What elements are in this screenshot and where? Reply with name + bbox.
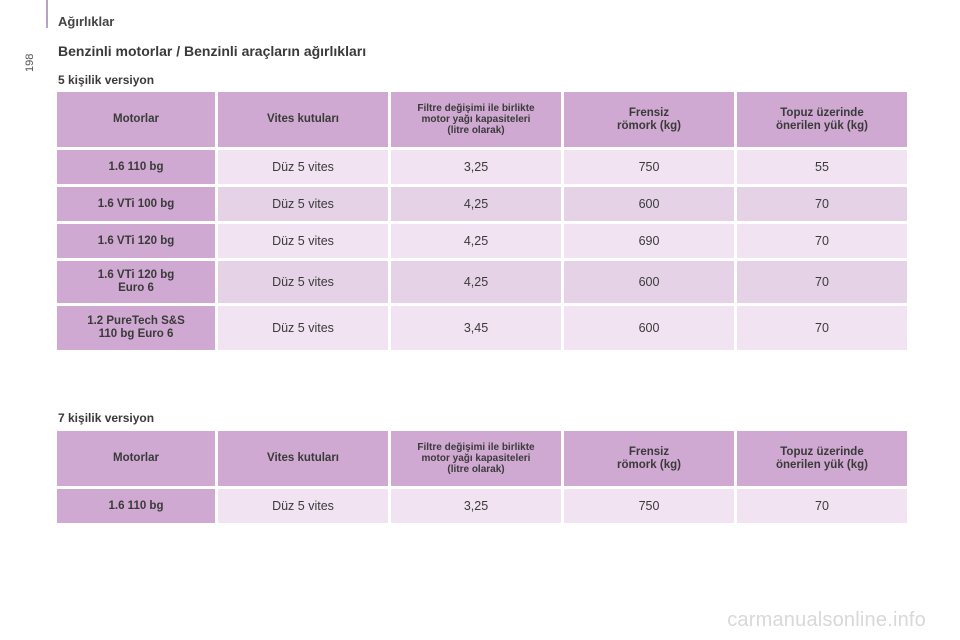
page-number: 198 xyxy=(24,53,36,72)
braked-cell: 750 xyxy=(564,150,734,184)
braked-cell: 690 xyxy=(564,224,734,258)
col-engine: Motorlar xyxy=(57,431,215,486)
col-nose-line-1: Topuz üzerinde xyxy=(780,445,864,458)
nose-cell: 70 xyxy=(737,489,907,523)
gearbox-cell: Düz 5 vites xyxy=(218,261,388,303)
gearbox-cell: Düz 5 vites xyxy=(218,187,388,221)
col-oil-capacity: Filtre değişimi ile birlikte motor yağı … xyxy=(391,92,561,147)
gearbox-cell: Düz 5 vites xyxy=(218,306,388,350)
section-marker xyxy=(46,0,48,28)
col-oil-line-2: motor yağı kapasiteleri xyxy=(421,453,531,464)
engine-cell: 1.2 PureTech S&S 110 bg Euro 6 xyxy=(57,306,215,350)
oil-cell: 3,25 xyxy=(391,150,561,184)
nose-cell: 70 xyxy=(737,261,907,303)
table-7-heading: 7 kişilik versiyon xyxy=(58,411,155,425)
table-5-heading: 5 kişilik versiyon xyxy=(58,73,155,87)
nose-cell: 70 xyxy=(737,224,907,258)
braked-cell: 600 xyxy=(564,187,734,221)
braked-cell: 600 xyxy=(564,306,734,350)
col-brake-line-1: Frensiz xyxy=(628,106,670,119)
col-unbraked-trailer: Frensiz römork (kg) xyxy=(564,431,734,486)
col-oil-capacity: Filtre değişimi ile birlikte motor yağı … xyxy=(391,431,561,486)
col-brake-line-2: römork (kg) xyxy=(617,458,681,471)
watermark: carmanualsonline.info xyxy=(727,609,926,631)
col-brake-line-1: Frensiz xyxy=(628,445,670,458)
page-title: Benzinli motorlar / Benzinli araçların a… xyxy=(58,43,367,59)
col-oil-line-1: Filtre değişimi ile birlikte xyxy=(417,442,535,453)
col-oil-line-2: motor yağı kapasiteleri xyxy=(421,114,531,125)
oil-cell: 3,45 xyxy=(391,306,561,350)
engine-cell: 1.6 VTi 120 bg xyxy=(57,224,215,258)
col-oil-line-3: (litre olarak) xyxy=(447,464,505,475)
table-row: 1.6 VTi 120 bg Euro 6 Düz 5 vites 4,25 60… xyxy=(57,261,907,303)
col-gearbox: Vites kutuları xyxy=(218,431,388,486)
col-nose-weight: Topuz üzerinde önerilen yük (kg) xyxy=(737,431,907,486)
nose-cell: 70 xyxy=(737,306,907,350)
table-header-row: Motorlar Vites kutuları Filtre değişimi … xyxy=(57,431,907,486)
engine-cell: 1.6 110 bg xyxy=(57,150,215,184)
col-oil-line-1: Filtre değişimi ile birlikte xyxy=(417,103,535,114)
table-row: 1.6 110 bg Düz 5 vites 3,25 750 55 xyxy=(57,150,907,184)
weights-table-5-seat: Motorlar Vites kutuları Filtre değişimi … xyxy=(54,89,910,353)
col-engine: Motorlar xyxy=(57,92,215,147)
col-brake-line-2: römork (kg) xyxy=(617,119,681,132)
gearbox-cell: Düz 5 vites xyxy=(218,224,388,258)
table-row: 1.6 110 bg Düz 5 vites 3,25 750 70 xyxy=(57,489,907,523)
engine-cell: 1.6 VTi 120 bg Euro 6 xyxy=(57,261,215,303)
engine-cell: 1.6 110 bg xyxy=(57,489,215,523)
col-nose-weight: Topuz üzerinde önerilen yük (kg) xyxy=(737,92,907,147)
col-unbraked-trailer: Frensiz römork (kg) xyxy=(564,92,734,147)
col-oil-line-3: (litre olarak) xyxy=(447,125,505,136)
nose-cell: 55 xyxy=(737,150,907,184)
section-title: Ağırlıklar xyxy=(58,14,115,29)
weights-table-7-seat: Motorlar Vites kutuları Filtre değişimi … xyxy=(54,428,910,526)
col-nose-line-1: Topuz üzerinde xyxy=(780,106,864,119)
table-row: 1.2 PureTech S&S 110 bg Euro 6 Düz 5 vite… xyxy=(57,306,907,350)
col-nose-line-2: önerilen yük (kg) xyxy=(775,458,869,471)
oil-cell: 4,25 xyxy=(391,187,561,221)
oil-cell: 4,25 xyxy=(391,261,561,303)
table-header-row: Motorlar Vites kutuları Filtre değişimi … xyxy=(57,92,907,147)
braked-cell: 750 xyxy=(564,489,734,523)
table-row: 1.6 VTi 120 bg Düz 5 vites 4,25 690 70 xyxy=(57,224,907,258)
oil-cell: 4,25 xyxy=(391,224,561,258)
col-gearbox: Vites kutuları xyxy=(218,92,388,147)
gearbox-cell: Düz 5 vites xyxy=(218,489,388,523)
oil-cell: 3,25 xyxy=(391,489,561,523)
braked-cell: 600 xyxy=(564,261,734,303)
gearbox-cell: Düz 5 vites xyxy=(218,150,388,184)
table-row: 1.6 VTi 100 bg Düz 5 vites 4,25 600 70 xyxy=(57,187,907,221)
col-nose-line-2: önerilen yük (kg) xyxy=(775,119,869,132)
engine-cell: 1.6 VTi 100 bg xyxy=(57,187,215,221)
nose-cell: 70 xyxy=(737,187,907,221)
